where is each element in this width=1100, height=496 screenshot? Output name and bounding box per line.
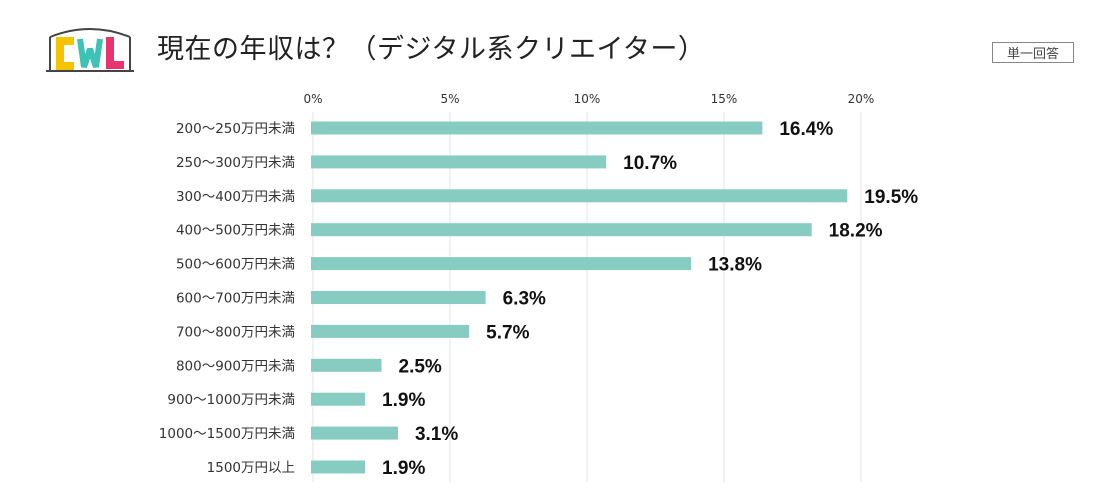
answer-type-badge: 単一回答 — [992, 42, 1074, 63]
category-label: 250～300万円未満 — [176, 155, 295, 171]
value-label: 16.4% — [779, 119, 833, 140]
bar — [311, 324, 470, 338]
value-label: 13.8% — [708, 255, 762, 276]
value-label: 19.5% — [864, 187, 918, 208]
bars — [311, 121, 848, 474]
category-label: 500～600万円未満 — [176, 257, 295, 273]
bar — [311, 291, 486, 304]
category-label: 900～1000万円未満 — [167, 392, 295, 408]
value-label: 3.1% — [415, 424, 458, 445]
category-label: 400～500万円未満 — [176, 223, 295, 239]
x-axis-ticks: 0% 5% 10% 15% 20% — [303, 92, 874, 106]
category-label: 1000～1500万円未満 — [159, 426, 295, 442]
value-label: 5.7% — [486, 322, 529, 343]
category-label: 800～900万円未満 — [176, 358, 295, 374]
value-label: 10.7% — [623, 153, 677, 174]
chart-header: 現在の年収は？（デジタル系クリエイター） 単一回答 — [0, 0, 1100, 90]
category-label: 600～700万円未満 — [176, 291, 295, 307]
x-tick-label: 0% — [303, 92, 322, 106]
category-labels: 200～250万円未満 250～300万円未満 300～400万円未満 400～500… — [159, 121, 295, 476]
bar — [311, 155, 607, 169]
value-label: 2.5% — [399, 356, 442, 377]
chart-title: 現在の年収は？（デジタル系クリエイター） — [157, 34, 706, 65]
category-label: 700～800万円未満 — [176, 324, 295, 340]
bar — [311, 392, 366, 406]
category-label: 1500万円以上 — [207, 460, 295, 476]
logo-letter-c — [56, 37, 74, 70]
bar — [311, 460, 366, 474]
x-tick-label: 10% — [574, 92, 601, 106]
logo-letter-l — [106, 37, 124, 69]
bar — [311, 223, 812, 237]
x-tick-label: 5% — [440, 92, 459, 106]
bar — [311, 121, 763, 135]
category-label: 200～250万円未満 — [176, 121, 295, 137]
value-label: 6.3% — [503, 289, 546, 310]
value-label: 1.9% — [382, 458, 425, 479]
bar — [311, 358, 382, 372]
category-label: 300～400万円未満 — [176, 189, 295, 205]
x-tick-label: 20% — [848, 92, 875, 106]
bar — [311, 189, 848, 203]
x-tick-label: 15% — [711, 92, 738, 106]
cwl-logo — [46, 28, 134, 72]
value-label: 1.9% — [382, 390, 425, 411]
bar — [311, 257, 692, 271]
logo-letter-w — [77, 38, 103, 68]
bar — [311, 426, 398, 440]
logo-arch — [49, 28, 131, 38]
value-labels: 16.4% 10.7% 19.5% 18.2% 13.8% 6.3% 5.7% 2.5% 1.9… — [382, 119, 918, 479]
value-label: 18.2% — [829, 221, 883, 242]
